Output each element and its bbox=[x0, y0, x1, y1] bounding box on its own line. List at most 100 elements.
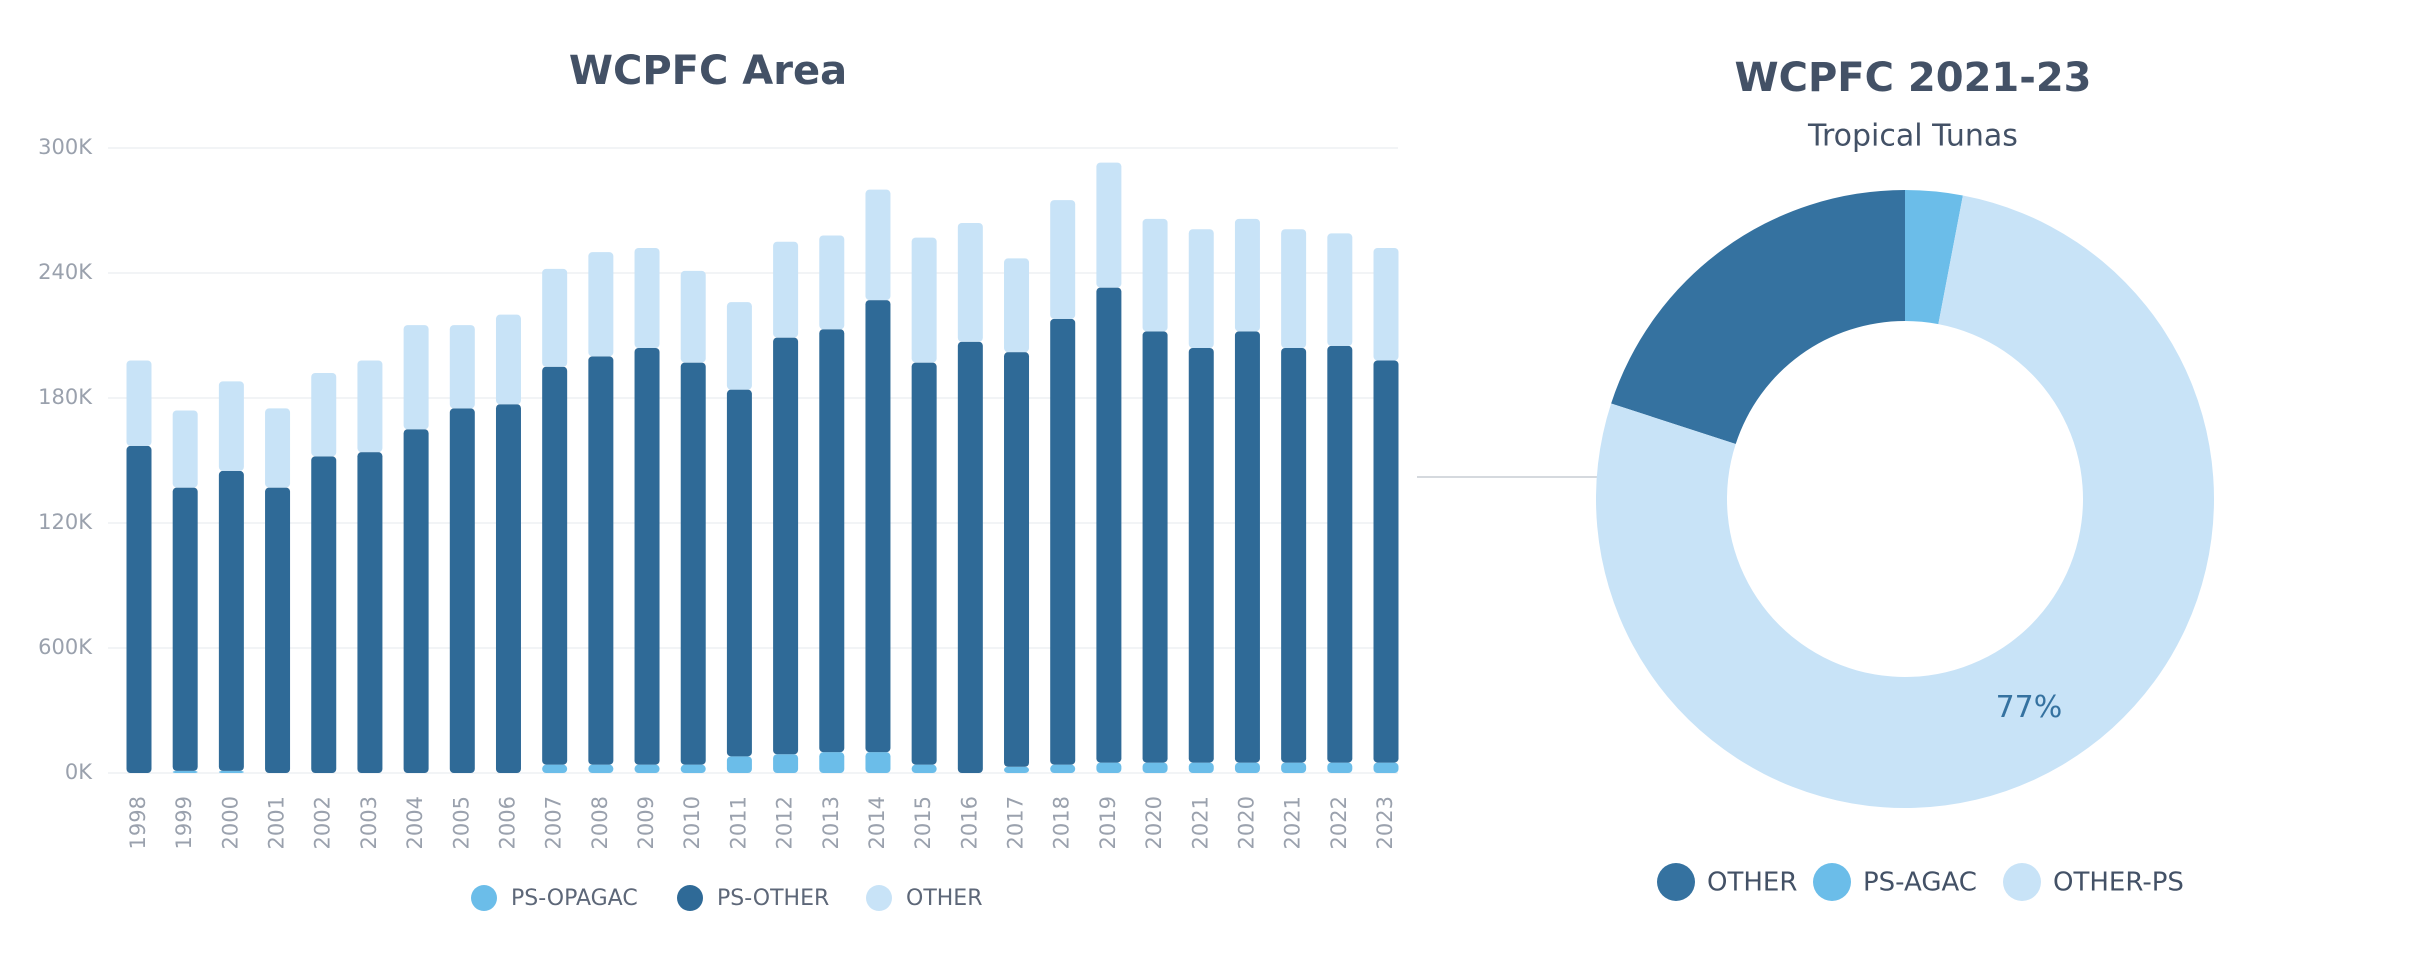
bar-segment bbox=[126, 445, 152, 773]
x-tick-label: 2020 bbox=[1142, 796, 1166, 849]
x-tick-label: 2005 bbox=[449, 796, 473, 849]
x-tick-label: 2020 bbox=[1234, 796, 1258, 849]
bar-segment bbox=[911, 764, 937, 773]
bar-segment bbox=[634, 764, 660, 773]
bar-segment bbox=[542, 268, 568, 367]
bar-segment bbox=[634, 348, 660, 765]
bar-segment bbox=[265, 487, 291, 773]
x-tick-label: 1999 bbox=[172, 796, 196, 849]
y-tick-label: 300K bbox=[38, 135, 93, 159]
x-tick-label: 2011 bbox=[726, 796, 750, 849]
bar-segment bbox=[1050, 200, 1076, 319]
bar-segment bbox=[1096, 762, 1122, 773]
bar-segment bbox=[819, 235, 845, 330]
bar-segment bbox=[1373, 360, 1399, 763]
legend-swatch bbox=[2003, 863, 2041, 901]
x-tick-label: 2017 bbox=[1004, 796, 1028, 849]
bar-segment bbox=[588, 252, 614, 357]
legend-swatch bbox=[471, 885, 497, 911]
bar-segment bbox=[1050, 764, 1076, 773]
legend-swatch bbox=[1813, 863, 1851, 901]
bar-segment bbox=[680, 764, 706, 773]
x-tick-label: 2004 bbox=[403, 796, 427, 849]
bar-segment bbox=[1188, 229, 1214, 348]
bar-segment bbox=[1188, 348, 1214, 763]
legend-label: PS-OTHER bbox=[717, 886, 829, 911]
bar-segment bbox=[311, 456, 337, 773]
bar-segment bbox=[218, 770, 244, 773]
bar-segment bbox=[495, 314, 521, 405]
bar-segment bbox=[911, 362, 937, 765]
donut-slice bbox=[1596, 195, 2215, 808]
bar-segment bbox=[1096, 287, 1122, 763]
bar-segment bbox=[588, 356, 614, 765]
donut-slice bbox=[1611, 190, 1905, 444]
bar-segment bbox=[726, 302, 752, 390]
x-tick-label: 2021 bbox=[1188, 796, 1212, 849]
bar-segment bbox=[357, 452, 383, 773]
bar-segment bbox=[1004, 766, 1030, 773]
bar-segment bbox=[542, 764, 568, 773]
x-tick-label: 2014 bbox=[865, 796, 889, 849]
x-tick-label: 2023 bbox=[1373, 796, 1397, 849]
bar-segment bbox=[680, 362, 706, 765]
y-tick-label: 120K bbox=[38, 510, 93, 534]
bar-segment bbox=[1281, 762, 1307, 773]
x-tick-label: 2007 bbox=[542, 796, 566, 849]
bar-segment bbox=[819, 752, 845, 773]
x-tick-label: 2006 bbox=[495, 796, 519, 849]
x-tick-label: 2013 bbox=[819, 796, 843, 849]
x-tick-label: 2015 bbox=[911, 796, 935, 849]
x-tick-label: 2001 bbox=[265, 796, 289, 849]
legend-label: OTHER bbox=[906, 886, 982, 911]
bar-segment bbox=[1004, 352, 1030, 767]
bar-segment bbox=[1142, 331, 1168, 763]
donut-slice bbox=[1905, 190, 1963, 325]
x-tick-label: 2019 bbox=[1096, 796, 1120, 849]
x-tick-label: 2022 bbox=[1327, 796, 1351, 849]
bar-segment bbox=[1373, 248, 1399, 361]
bar-segment bbox=[1142, 218, 1168, 332]
bar-segment bbox=[311, 373, 337, 457]
y-tick-label: 240K bbox=[38, 260, 93, 284]
bar-segment bbox=[265, 408, 291, 488]
bar-segment bbox=[911, 237, 937, 363]
bar-segment bbox=[865, 189, 891, 301]
bar-segment bbox=[449, 408, 475, 773]
x-tick-label: 2012 bbox=[773, 796, 797, 849]
bar-segment bbox=[957, 341, 983, 773]
x-tick-label: 2008 bbox=[588, 796, 612, 849]
y-tick-label: 0K bbox=[65, 760, 93, 784]
x-tick-label: 2010 bbox=[680, 796, 704, 849]
bar-segment bbox=[1234, 218, 1260, 332]
x-tick-label: 2003 bbox=[357, 796, 381, 849]
y-tick-label: 600K bbox=[38, 635, 93, 659]
bar-segment bbox=[634, 248, 660, 348]
legend-label: PS-AGAC bbox=[1863, 868, 1977, 898]
bar-segment bbox=[773, 337, 799, 755]
chart-subtitle: Tropical Tunas bbox=[1807, 119, 2018, 154]
bar-segment bbox=[865, 300, 891, 753]
bar-segment bbox=[172, 487, 198, 771]
x-tick-label: 2009 bbox=[634, 796, 658, 849]
bar-segment bbox=[403, 429, 429, 773]
bar-segment bbox=[403, 325, 429, 430]
bar-segment bbox=[1234, 331, 1260, 763]
bar-segment bbox=[1142, 762, 1168, 773]
legend-swatch bbox=[1657, 863, 1695, 901]
bar-segment bbox=[218, 470, 244, 771]
bar-segment bbox=[726, 389, 752, 757]
x-tick-label: 1998 bbox=[126, 796, 150, 849]
bar-segment bbox=[542, 366, 568, 765]
x-tick-label: 2000 bbox=[218, 796, 242, 849]
legend-label: OTHER-PS bbox=[2053, 868, 2184, 898]
chart-title: WCPFC 2021-23 bbox=[1735, 55, 2092, 101]
bar-segment bbox=[773, 754, 799, 773]
x-tick-label: 2018 bbox=[1050, 796, 1074, 849]
data-label: 77% bbox=[1996, 690, 2063, 725]
bar-segment bbox=[172, 770, 198, 773]
bar-segment bbox=[1373, 762, 1399, 773]
x-tick-label: 2002 bbox=[311, 796, 335, 849]
bar-segment bbox=[1004, 258, 1030, 353]
